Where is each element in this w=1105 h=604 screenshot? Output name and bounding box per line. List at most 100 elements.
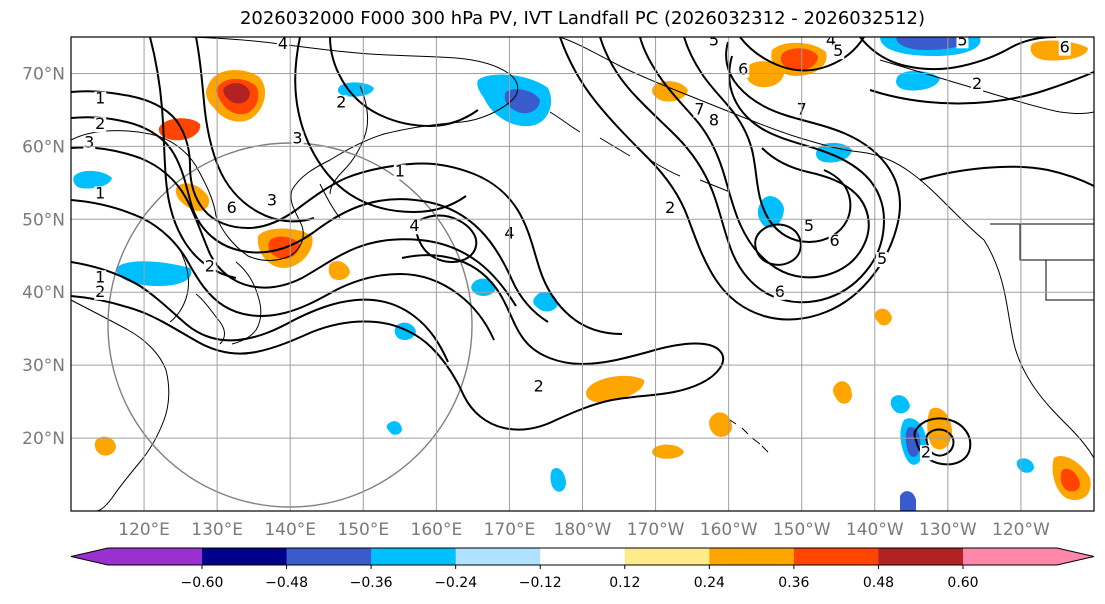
map-title: 2026032000 F000 300 hPa PV, IVT Landfall… — [239, 8, 926, 29]
lon-tick-label: 120°E — [118, 520, 170, 540]
anomaly-patch — [223, 83, 250, 104]
contour-label-bg — [824, 37, 837, 49]
anomaly-patch — [890, 395, 910, 414]
contour-label-bg — [664, 201, 677, 217]
contour-label: 1 — [95, 89, 105, 108]
contour-label: 5 — [833, 41, 843, 60]
contour-label-bg — [265, 193, 278, 209]
contour-label-bg — [1058, 40, 1071, 56]
map-frame — [70, 36, 1095, 512]
pv-contour — [869, 71, 1094, 105]
pv-contours — [71, 37, 1094, 466]
colorbar-tick-label: −0.48 — [265, 575, 308, 591]
contour-label: 2 — [205, 256, 215, 275]
pv-contour — [71, 254, 725, 431]
pv-contour — [294, 37, 467, 214]
contour-label-bg — [803, 219, 816, 235]
colorbar-segment — [793, 548, 879, 565]
pv-contour — [754, 223, 802, 266]
pv-contour — [559, 37, 901, 321]
coastline-china — [71, 299, 170, 511]
pv-contour — [599, 37, 886, 304]
contour-label: 6 — [738, 59, 748, 78]
anomaly-patch — [900, 491, 916, 511]
lon-tick-label: 170°W — [627, 520, 685, 540]
contour-label-bg — [828, 233, 841, 249]
contour-label: 1 — [95, 183, 105, 202]
map-gridlines — [71, 37, 1094, 511]
anomaly-patch — [833, 381, 852, 404]
state-borders — [990, 223, 1094, 301]
lat-tick-label: 30°N — [22, 356, 65, 376]
colorbar-tick-label: −0.60 — [181, 575, 224, 591]
contour-label: 5 — [957, 30, 967, 49]
contour-label-bg — [335, 95, 348, 111]
colorbar-segment — [963, 548, 1094, 565]
pv-contour — [329, 37, 479, 128]
coastline-asia — [71, 37, 519, 261]
contour-label-bg — [832, 44, 845, 60]
colorbar-segment — [709, 548, 795, 565]
anomaly-patch — [116, 261, 192, 286]
pv-contour — [71, 146, 517, 307]
colorbar-tick-label: 0.36 — [778, 575, 809, 591]
colorbar-segment — [202, 548, 288, 565]
contour-label: 4 — [278, 34, 288, 53]
lon-tick-label: 120°W — [992, 520, 1050, 540]
contour-label: 6 — [775, 282, 785, 301]
contour-label-bg — [276, 37, 289, 52]
contour-label-bg — [94, 91, 107, 107]
contour-label: 4 — [409, 216, 419, 235]
lon-tick-label: 130°E — [191, 520, 243, 540]
anomaly-patch — [158, 118, 201, 141]
lon-tick-label: 180°W — [554, 520, 612, 540]
anomaly-patch — [1060, 468, 1080, 492]
lat-tick-label: 60°N — [22, 137, 65, 157]
colorbar-labels: −0.60 −0.48 −0.36 −0.24 −0.12 0.12 0.24 0.36 0.4… — [181, 565, 979, 591]
lon-tick-label: 150°E — [337, 520, 389, 540]
colorbar-tick-label: 0.60 — [947, 575, 978, 591]
lon-tick-label: 170°E — [484, 520, 536, 540]
contour-label-bg — [693, 102, 706, 118]
anomaly-patch — [780, 48, 818, 71]
anomaly-patch — [746, 61, 784, 88]
contour-label: 4 — [826, 30, 836, 49]
colorbar-tick-label: −0.36 — [350, 575, 393, 591]
anomaly-patch — [94, 436, 116, 456]
lon-tick-label: 140°E — [264, 520, 316, 540]
colorbar-segment — [71, 548, 202, 565]
contour-label-bg — [876, 252, 889, 268]
anomaly-patch — [337, 82, 374, 97]
coastline-north-america — [983, 239, 1094, 459]
contour-label: 3 — [292, 129, 302, 148]
anomaly-patch — [905, 426, 921, 457]
colorbar-segment — [286, 548, 372, 565]
colorbar-segment — [455, 548, 541, 565]
contour-label: 5 — [709, 30, 719, 49]
colorbar-segment — [540, 548, 626, 565]
contour-label-bg — [971, 77, 984, 93]
anomaly-patch — [652, 444, 684, 459]
pv-contour — [195, 37, 315, 223]
pv-contour — [71, 90, 623, 335]
anomaly-patch — [550, 467, 566, 492]
contour-label-bg — [291, 131, 304, 147]
pv-contour — [859, 37, 1057, 70]
anomaly-patch — [73, 170, 112, 189]
contour-label: 6 — [830, 231, 840, 250]
colorbar-outline — [70, 547, 1095, 566]
contour-label-bg — [94, 270, 107, 286]
contour-label-bg — [532, 379, 545, 395]
anomaly-patch — [709, 412, 732, 437]
coastline-hawaii — [729, 419, 769, 453]
anomaly-patch — [816, 142, 852, 163]
contour-label-bg — [203, 259, 216, 275]
contour-label: 1 — [395, 162, 405, 181]
coastline-arctic-canada — [879, 59, 1094, 114]
contour-label-bg — [408, 219, 421, 235]
lon-tick-label: 150°W — [773, 520, 831, 540]
coastline-alaska — [559, 37, 985, 241]
anomaly-patch — [874, 308, 892, 326]
